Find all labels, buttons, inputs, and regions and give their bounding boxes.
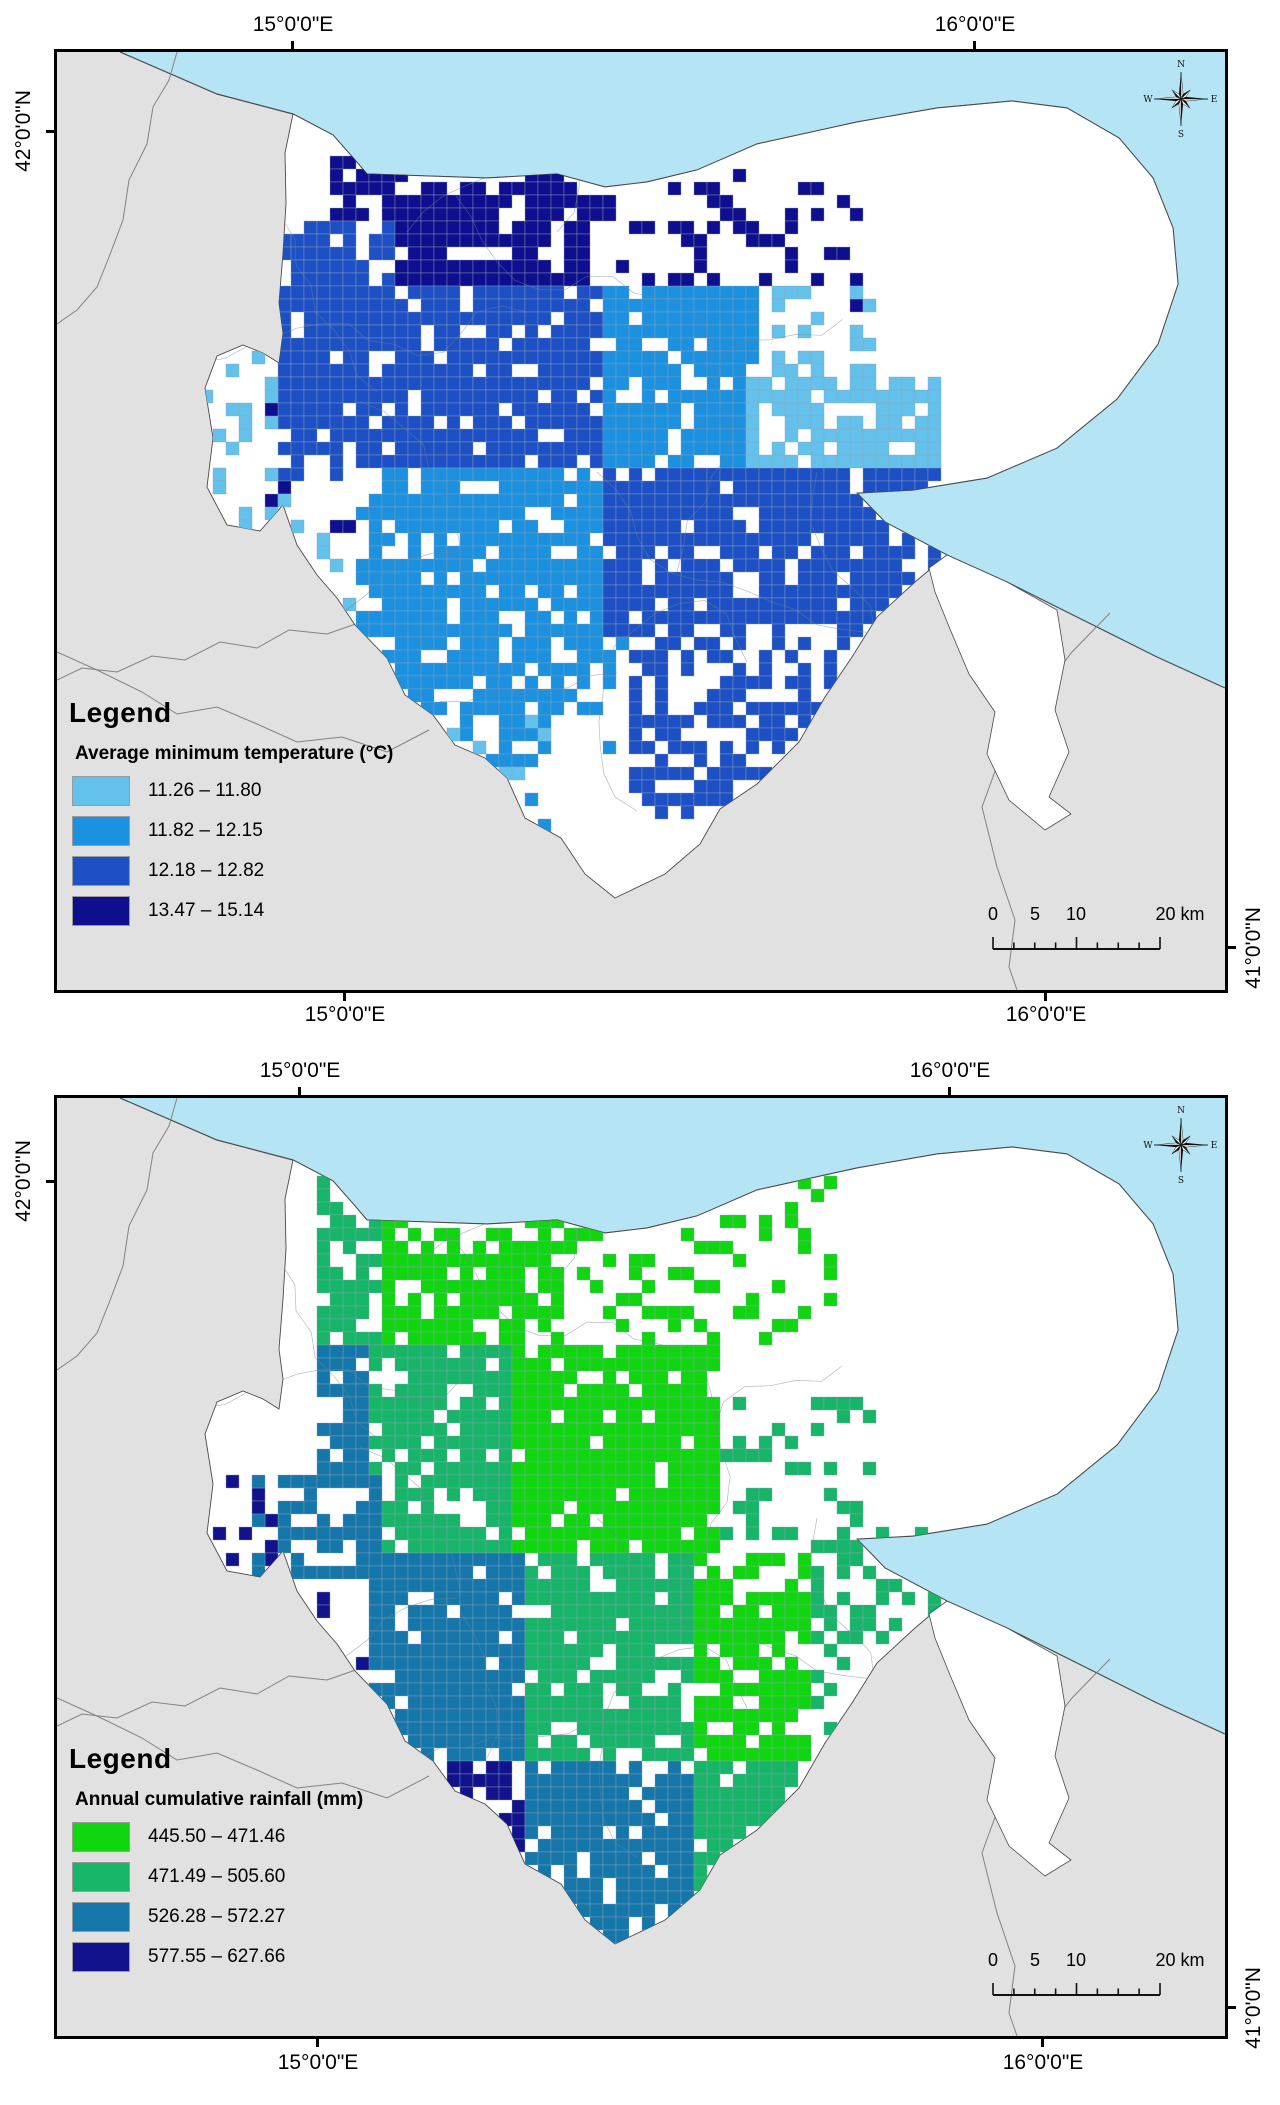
map-canvas-rainfall (57, 1098, 1225, 2036)
scale-label-10: 10 (1065, 1950, 1087, 1970)
axis-tick (291, 41, 294, 49)
legend-class-label: 11.26 – 11.80 (148, 780, 262, 801)
axis-label-top-west: 15°0'0"E (252, 13, 334, 36)
axis-label-left: 42°0'0"N (12, 1140, 35, 1222)
axis-tick (46, 130, 54, 133)
map-frame-temperature: Legend Average minimum temperature (°C) … (54, 49, 1228, 993)
legend-item: 471.49 – 505.60 (72, 1862, 409, 1892)
legend-subtitle: Annual cumulative rainfall (mm) (75, 1789, 364, 1810)
axis-tick (1228, 2006, 1236, 2009)
legend-swatch (72, 1862, 130, 1892)
legend-swatch (72, 856, 130, 886)
axis-tick (46, 1180, 54, 1183)
svg-text:N: N (1177, 60, 1185, 70)
legend-temperature: Legend Average minimum temperature (°C) … (69, 697, 409, 937)
sea-area (120, 52, 1225, 688)
scale-bar: 0 5 10 20 km (977, 1950, 1225, 2010)
axis-tick (1044, 993, 1047, 1001)
compass-rose-icon: N E S W (1143, 60, 1218, 140)
coastal-flat-area (928, 1600, 1072, 1877)
legend-class-label: 445.50 – 471.46 (148, 1826, 286, 1847)
svg-text:W: W (1143, 1141, 1153, 1151)
axis-tick (316, 2039, 319, 2047)
axis-label-bottom-east: 16°0'0"E (1002, 2051, 1084, 2074)
axis-label-top-east: 16°0'0"E (909, 1059, 991, 1082)
legend-title: Legend (69, 1743, 172, 1774)
legend-class-label: 11.82 – 12.15 (148, 820, 263, 841)
admin-boundary (57, 52, 178, 325)
axis-label-bottom-east: 16°0'0"E (1005, 1003, 1087, 1026)
map-canvas-temperature (57, 52, 1225, 990)
axis-label-right: 41°0'0"N (1242, 1967, 1265, 2049)
legend-item: 577.55 – 627.66 (72, 1942, 409, 1972)
axis-tick (973, 41, 976, 49)
raster-cells (205, 155, 942, 833)
axis-tick (343, 993, 346, 1001)
admin-boundary (57, 1098, 178, 1371)
scale-label-20km: 20 km (1155, 904, 1205, 924)
scale-bar: 0 5 10 20 km (977, 904, 1225, 964)
scale-bar-ticks (992, 937, 1161, 950)
map-frame-rainfall: Legend Annual cumulative rainfall (mm) 4… (54, 1095, 1228, 2039)
axis-label-top-west: 15°0'0"E (259, 1059, 341, 1082)
legend-subtitle: Average minimum temperature (°C) (75, 743, 394, 764)
legend-rainfall: Legend Annual cumulative rainfall (mm) 4… (69, 1743, 409, 1983)
scale-bar-ticks (992, 1983, 1161, 1996)
svg-text:E: E (1211, 95, 1218, 105)
coastal-flat-area (928, 554, 1072, 831)
svg-text:W: W (1143, 95, 1153, 105)
scale-label-20km: 20 km (1155, 1950, 1205, 1970)
legend-item: 13.47 – 15.14 (72, 896, 409, 926)
legend-swatch (72, 1902, 130, 1932)
axis-label-bottom-west: 15°0'0"E (277, 2051, 359, 2074)
admin-boundary (57, 619, 368, 681)
legend-class-label: 577.55 – 627.66 (148, 1946, 286, 1967)
scale-label-0: 0 (987, 904, 999, 924)
legend-swatch (72, 816, 130, 846)
axis-label-right: 41°0'0"N (1242, 907, 1265, 989)
axis-label-top-east: 16°0'0"E (934, 13, 1016, 36)
svg-text:S: S (1178, 1176, 1184, 1186)
legend-class-label: 526.28 – 572.27 (148, 1906, 286, 1927)
svg-text:N: N (1177, 1106, 1185, 1116)
scale-label-5: 5 (1029, 904, 1041, 924)
admin-boundary (57, 1697, 430, 1799)
scale-label-5: 5 (1029, 1950, 1041, 1970)
scale-label-10: 10 (1065, 904, 1087, 924)
axis-label-bottom-west: 15°0'0"E (304, 1003, 386, 1026)
legend-class-label: 12.18 – 12.82 (148, 860, 265, 881)
legend-swatch (72, 896, 130, 926)
legend-swatch (72, 1822, 130, 1852)
legend-title: Legend (69, 697, 172, 728)
axis-tick (1228, 946, 1236, 949)
axis-tick (948, 1087, 951, 1095)
admin-boundary (57, 651, 430, 753)
legend-item: 12.18 – 12.82 (72, 856, 409, 886)
legend-class-label: 13.47 – 15.14 (148, 900, 265, 921)
legend-item: 526.28 – 572.27 (72, 1902, 409, 1932)
legend-swatch (72, 776, 130, 806)
axis-tick (1041, 2039, 1044, 2047)
scale-label-0: 0 (987, 1950, 999, 1970)
axis-label-left: 42°0'0"N (12, 90, 35, 172)
svg-text:E: E (1211, 1141, 1218, 1151)
legend-item: 11.26 – 11.80 (72, 776, 409, 806)
legend-item: 11.82 – 12.15 (72, 816, 409, 846)
compass-rose-icon: N E S W (1143, 1106, 1218, 1186)
axis-tick (298, 1087, 301, 1095)
legend-class-label: 471.49 – 505.60 (148, 1866, 286, 1887)
legend-item: 445.50 – 471.46 (72, 1822, 409, 1852)
admin-boundary (57, 1665, 368, 1727)
sea-area (120, 1098, 1225, 1734)
legend-swatch (72, 1942, 130, 1972)
svg-text:S: S (1178, 130, 1184, 140)
